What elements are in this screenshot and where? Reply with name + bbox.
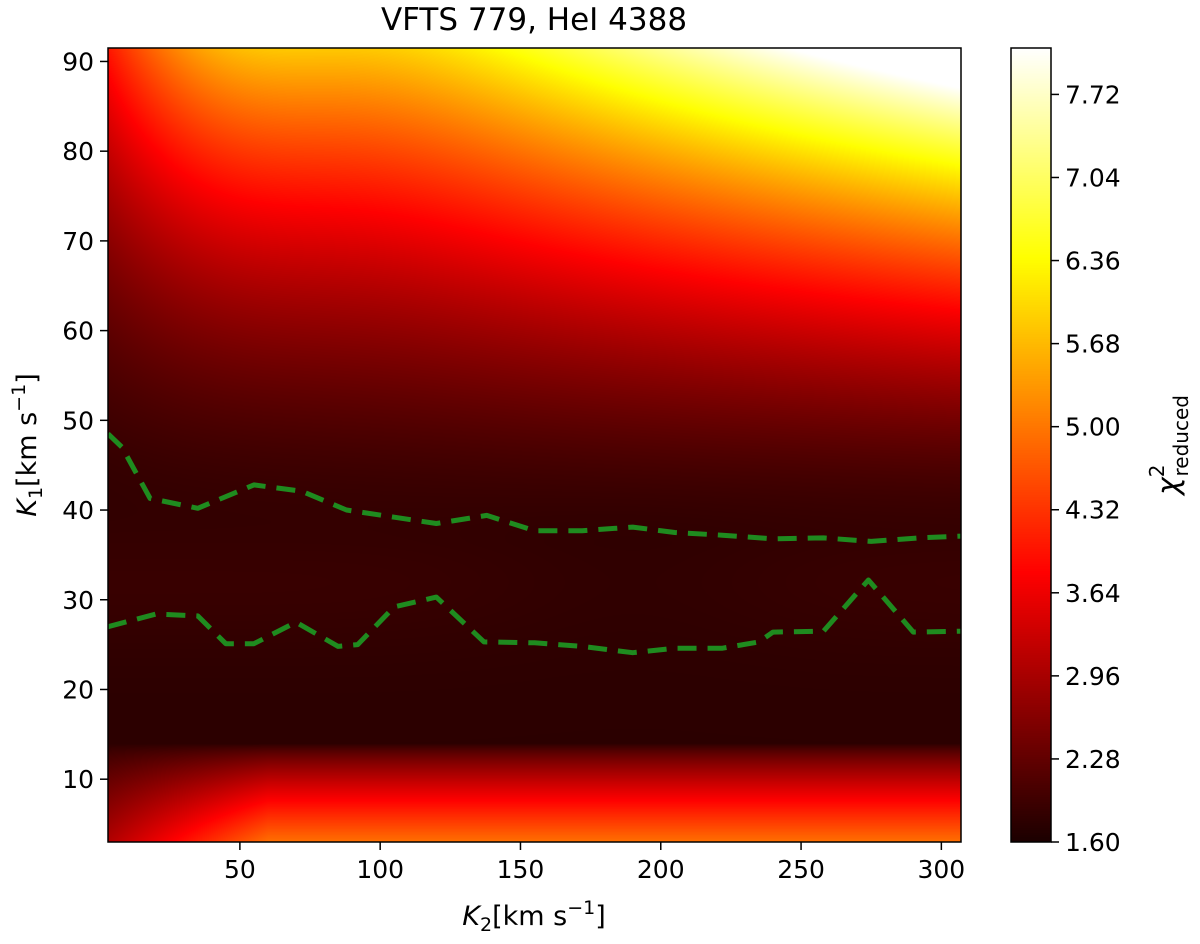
x-tick-label: 200 bbox=[637, 855, 685, 884]
colorbar-tick-label: 7.72 bbox=[1065, 80, 1121, 109]
colorbar-label: χ2reduced bbox=[1145, 395, 1193, 497]
heatmap bbox=[108, 48, 961, 842]
y-tick-label: 40 bbox=[62, 496, 94, 525]
colorbar-tick-label: 5.00 bbox=[1065, 413, 1121, 442]
colorbar-frame bbox=[1010, 47, 1052, 843]
colorbar-tick-label: 4.32 bbox=[1065, 496, 1121, 525]
y-tick-label: 70 bbox=[62, 227, 94, 256]
y-tick-label: 90 bbox=[62, 47, 94, 76]
contour-lines bbox=[108, 431, 961, 656]
x-tick-label: 50 bbox=[224, 855, 256, 884]
colorbar-tick-label: 3.64 bbox=[1065, 579, 1121, 608]
colorbar-tick-label: 6.36 bbox=[1065, 247, 1121, 276]
x-tick-label: 100 bbox=[356, 855, 404, 884]
colorbar-tick-label: 1.60 bbox=[1065, 828, 1121, 857]
y-tick-label: 50 bbox=[62, 406, 94, 435]
x-tick-label: 300 bbox=[917, 855, 965, 884]
contour-lower bbox=[108, 577, 961, 656]
y-axis-label: K1[km s−1] bbox=[8, 373, 47, 517]
colorbar-tick-label: 5.68 bbox=[1065, 330, 1121, 359]
x-axis-label: K2[km s−1] bbox=[462, 897, 606, 936]
colorbar-tick-label: 2.96 bbox=[1065, 662, 1121, 691]
colorbar-tick-label: 2.28 bbox=[1065, 745, 1121, 774]
y-tick-label: 80 bbox=[62, 137, 94, 166]
y-tick-label: 10 bbox=[62, 765, 94, 794]
colorbar bbox=[1011, 48, 1051, 842]
contour-upper bbox=[108, 431, 961, 544]
y-tick-label: 20 bbox=[62, 675, 94, 704]
chart-title: VFTS 779, HeI 4388 bbox=[381, 2, 687, 38]
axes: 50 100 150 200 250 300 10 20 30 40 50 60 70 80 90 1.60 2… bbox=[62, 47, 1120, 884]
x-tick-label: 250 bbox=[777, 855, 825, 884]
x-tick-label: 150 bbox=[497, 855, 545, 884]
y-tick-label: 30 bbox=[62, 586, 94, 615]
plot-frame bbox=[107, 47, 962, 843]
y-tick-label: 60 bbox=[62, 317, 94, 346]
colorbar-tick-label: 7.04 bbox=[1065, 163, 1121, 192]
